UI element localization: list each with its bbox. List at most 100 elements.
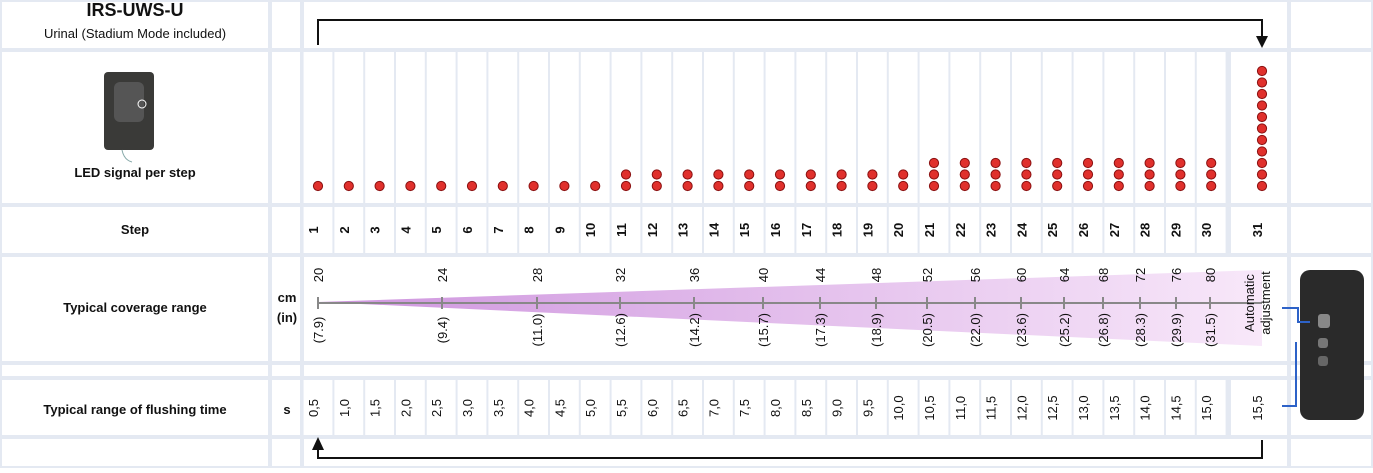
step-number: 11 [614, 223, 629, 237]
flushing-time: 6,5 [676, 399, 691, 417]
step-number: 1 [306, 226, 321, 233]
step-number: 2 [337, 226, 352, 233]
cell [304, 365, 1287, 376]
step-number: 28 [1138, 223, 1153, 237]
cell [735, 52, 764, 203]
flushing-time: 7,0 [706, 399, 721, 417]
step-number: 14 [706, 222, 721, 237]
led-dot [991, 181, 1000, 190]
led-dot [929, 181, 938, 190]
cell [1104, 52, 1133, 203]
led-dot [652, 170, 661, 179]
inch-label: (31.5) [1203, 313, 1218, 347]
led-dot [1145, 181, 1154, 190]
automatic-label: Automatic [1242, 274, 1257, 332]
cell [950, 52, 979, 203]
led-dot [806, 181, 815, 190]
inch-label: (25.2) [1057, 313, 1072, 347]
cell [334, 52, 363, 203]
row-label: Step [121, 222, 149, 237]
cell [1291, 2, 1371, 48]
led-dot [683, 170, 692, 179]
cm-label: 68 [1096, 268, 1111, 282]
cell [889, 52, 918, 203]
step-number: 23 [984, 223, 999, 237]
led-dot [991, 158, 1000, 167]
cell [2, 365, 268, 376]
cell [396, 52, 425, 203]
led-dot [929, 158, 938, 167]
step-number: 5 [429, 226, 444, 233]
inch-label: (7.9) [311, 317, 326, 344]
led-dot [683, 181, 692, 190]
flushing-time: 1,0 [337, 399, 352, 417]
cm-label: 28 [530, 268, 545, 282]
flushing-time: 9,0 [830, 399, 845, 417]
cell [581, 52, 610, 203]
unit: s [283, 402, 290, 417]
step-number: 26 [1076, 223, 1091, 237]
cell [427, 52, 456, 203]
row-label: Typical range of flushing time [43, 402, 226, 417]
flushing-time: 6,0 [645, 399, 660, 417]
led-dot [1083, 170, 1092, 179]
cell [272, 365, 300, 376]
led-dot [991, 170, 1000, 179]
inch-label: (15.7) [756, 313, 771, 347]
cm-label: 44 [813, 268, 828, 282]
cell [272, 439, 300, 466]
row-label: LED signal per step [74, 165, 195, 180]
cm-label: 72 [1133, 268, 1148, 282]
led-dot [1257, 78, 1266, 87]
cm-label: 20 [311, 268, 326, 282]
step-number: 31 [1250, 223, 1265, 237]
inch-label: (20.5) [920, 313, 935, 347]
led-dot [1257, 181, 1266, 190]
inch-label: (17.3) [813, 313, 828, 347]
flushing-time: 10,0 [891, 395, 906, 420]
flushing-time: 0,5 [306, 399, 321, 417]
cell [1043, 52, 1072, 203]
cm-label: 76 [1169, 268, 1184, 282]
step-number: 15 [737, 223, 752, 237]
unit: (in) [277, 310, 297, 325]
led-dot [714, 170, 723, 179]
cell [458, 52, 487, 203]
subtitle: Urinal (Stadium Mode included) [44, 26, 226, 41]
led-dot [406, 181, 415, 190]
led-dot [899, 170, 908, 179]
inch-label: (23.6) [1014, 313, 1029, 347]
cell [272, 257, 300, 361]
cell [304, 52, 333, 203]
cm-label: 40 [756, 268, 771, 282]
step-number: 10 [583, 223, 598, 237]
led-dot [560, 181, 569, 190]
cell [1135, 52, 1164, 203]
led-dot [1145, 158, 1154, 167]
led-dot [1145, 170, 1154, 179]
inch-label: (18.9) [869, 313, 884, 347]
step-number: 4 [398, 226, 413, 234]
led-dot [1257, 158, 1266, 167]
led-dot [1083, 158, 1092, 167]
inch-label: (29.9) [1169, 313, 1184, 347]
led-dot [714, 181, 723, 190]
cell [488, 52, 517, 203]
cell [304, 2, 1287, 48]
led-dot [899, 181, 908, 190]
led-dot [621, 170, 630, 179]
led-dot [868, 181, 877, 190]
unit: cm [278, 290, 297, 305]
step-number: 8 [522, 226, 537, 233]
led-dot [1022, 170, 1031, 179]
inch-label: (11.0) [530, 314, 545, 347]
led-dot [929, 170, 938, 179]
cell [2, 439, 268, 466]
flushing-time: 5,5 [614, 399, 629, 417]
inch-label: (14.2) [687, 313, 702, 347]
cell [858, 52, 887, 203]
led-dot [529, 181, 538, 190]
step-number: 9 [552, 226, 567, 233]
inch-label: (28.3) [1133, 313, 1148, 347]
led-dot [960, 181, 969, 190]
